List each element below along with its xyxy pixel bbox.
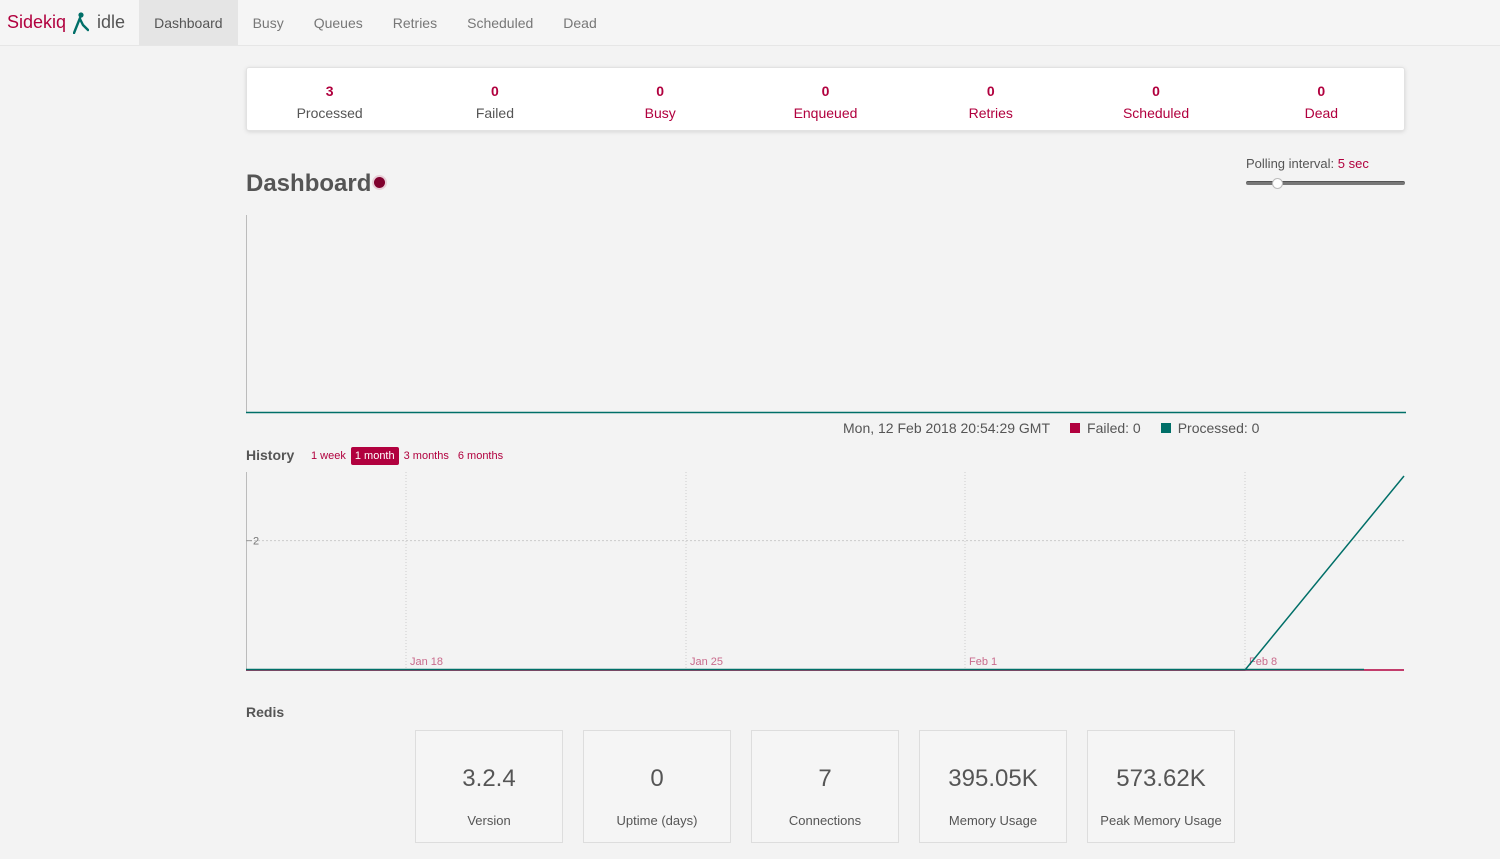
tab-dashboard[interactable]: Dashboard bbox=[139, 0, 238, 45]
summary-label: Retries bbox=[968, 105, 1013, 121]
summary-count: 0 bbox=[1317, 83, 1326, 99]
history-range-selector: 1 week 1 month 3 months 6 months bbox=[307, 447, 508, 465]
brand-name: Sidekiq bbox=[7, 12, 67, 32]
summary-label: Dead bbox=[1304, 105, 1339, 121]
realtime-processed: Processed: 0 bbox=[1177, 420, 1260, 436]
realtime-graph bbox=[246, 215, 1406, 414]
tab-busy[interactable]: Busy bbox=[252, 14, 284, 31]
summary-busy[interactable]: 0 Busy bbox=[578, 68, 743, 130]
summary-processed[interactable]: 3 Processed bbox=[247, 68, 412, 130]
navbar: Sidekiq idle Dashboard Busy Queues Retri… bbox=[0, 0, 1500, 46]
summary-scheduled[interactable]: 0 Scheduled bbox=[1073, 68, 1238, 130]
tab-retries[interactable]: Retries bbox=[392, 14, 438, 31]
brand[interactable]: Sidekiq idle bbox=[0, 0, 139, 45]
stat-label: Uptime (days) bbox=[616, 813, 698, 828]
stat-value: 7 bbox=[818, 765, 832, 792]
polling-label: Polling interval: bbox=[1246, 156, 1335, 171]
redis-uptime-stat: 0 Uptime (days) bbox=[583, 730, 731, 843]
stat-value: 573.62K bbox=[1116, 765, 1206, 792]
summary-count: 0 bbox=[1152, 83, 1160, 99]
summary-enqueued[interactable]: 0 Enqueued bbox=[743, 68, 908, 130]
redis-title: Redis bbox=[246, 704, 285, 720]
realtime-legend: Mon, 12 Feb 2018 20:54:29 GMT Failed: 0 … bbox=[843, 420, 1259, 436]
history-title: History bbox=[246, 447, 295, 463]
tab-queues[interactable]: Queues bbox=[313, 14, 363, 31]
tab-dead[interactable]: Dead bbox=[563, 14, 597, 31]
summary-count: 3 bbox=[325, 83, 334, 99]
polling-interval: Polling interval: 5 sec bbox=[1246, 156, 1405, 171]
redis-version-stat: 3.2.4 Version bbox=[415, 730, 563, 843]
summary-label: Enqueued bbox=[793, 105, 858, 121]
redis-stats: 3.2.4 Version 0 Uptime (days) 7 Connecti… bbox=[415, 730, 1255, 843]
processed-swatch-icon bbox=[1160, 423, 1171, 433]
polling-value: 5 sec bbox=[1337, 156, 1369, 171]
page-title: Dashboard bbox=[246, 170, 372, 197]
summary-bar: 3 Processed 0 Failed 0 Busy 0 Enqueued 0… bbox=[246, 67, 1405, 131]
summary-count: 0 bbox=[986, 83, 995, 99]
range-3-months[interactable]: 3 months bbox=[403, 450, 449, 462]
history-graph: 2 Jan 18 Jan 25 Feb 1 Feb 8 bbox=[246, 472, 1406, 671]
live-beacon-icon bbox=[374, 177, 385, 188]
history-x-tick-label: Feb 8 bbox=[1249, 656, 1277, 668]
summary-count: 0 bbox=[821, 83, 830, 99]
realtime-failed: Failed: 0 bbox=[1087, 420, 1141, 436]
history-x-tick-label: Jan 25 bbox=[690, 656, 723, 668]
failed-swatch-icon bbox=[1070, 423, 1081, 433]
summary-label: Busy bbox=[644, 105, 676, 121]
redis-connections-stat: 7 Connections bbox=[751, 730, 899, 843]
status-text: idle bbox=[97, 12, 126, 32]
summary-dead[interactable]: 0 Dead bbox=[1239, 68, 1404, 130]
stat-value: 3.2.4 bbox=[462, 765, 516, 792]
range-1-week[interactable]: 1 week bbox=[311, 450, 346, 462]
summary-retries[interactable]: 0 Retries bbox=[908, 68, 1073, 130]
range-6-months[interactable]: 6 months bbox=[457, 450, 504, 462]
polling-slider[interactable] bbox=[1246, 181, 1405, 185]
redis-peak-memory-stat: 573.62K Peak Memory Usage bbox=[1087, 730, 1235, 843]
sidekiq-logo-icon bbox=[72, 11, 90, 34]
summary-count: 0 bbox=[656, 83, 665, 99]
history-processed-line bbox=[246, 475, 1405, 671]
polling-slider-handle[interactable] bbox=[1272, 178, 1283, 189]
realtime-timestamp: Mon, 12 Feb 2018 20:54:29 GMT bbox=[843, 420, 1051, 436]
stat-value: 0 bbox=[650, 765, 664, 792]
history-y-tick-label: 2 bbox=[253, 536, 259, 548]
stat-label: Connections bbox=[788, 813, 862, 828]
summary-label: Failed bbox=[475, 105, 514, 121]
redis-memory-stat: 395.05K Memory Usage bbox=[919, 730, 1067, 843]
summary-failed[interactable]: 0 Failed bbox=[412, 68, 577, 130]
stat-label: Memory Usage bbox=[948, 813, 1038, 828]
summary-label: Processed bbox=[296, 105, 363, 121]
range-1-month[interactable]: 1 month bbox=[350, 447, 399, 465]
history-x-tick-label: Jan 18 bbox=[410, 656, 443, 668]
stat-label: Version bbox=[467, 813, 511, 828]
stat-value: 395.05K bbox=[948, 765, 1038, 792]
summary-count: 0 bbox=[491, 83, 499, 99]
summary-label: Scheduled bbox=[1122, 105, 1190, 121]
stat-label: Peak Memory Usage bbox=[1100, 813, 1222, 828]
tab-scheduled[interactable]: Scheduled bbox=[467, 14, 534, 31]
history-x-tick-label: Feb 1 bbox=[969, 656, 997, 668]
